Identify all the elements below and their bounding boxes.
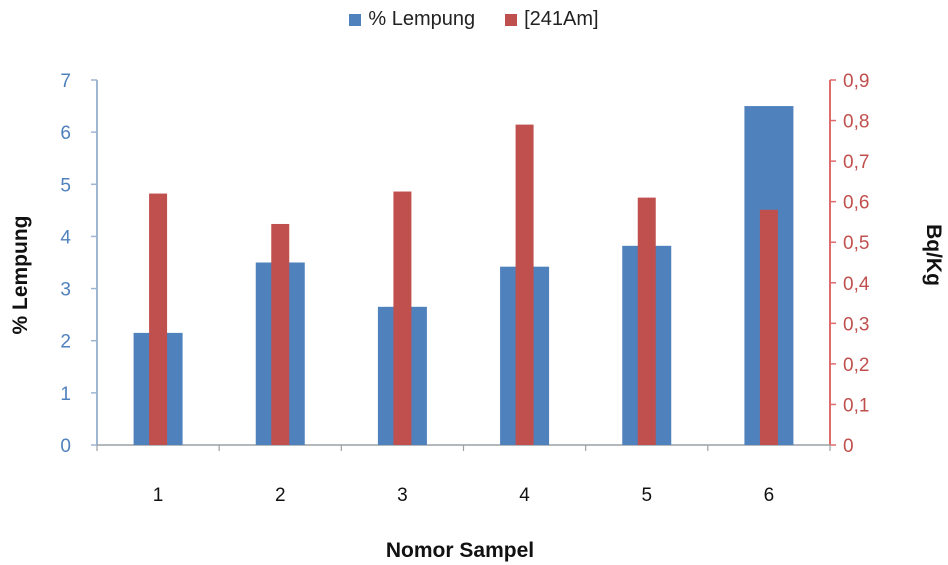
y-axis-title-left: % Lempung (9, 216, 32, 335)
legend-swatch-lempung (349, 13, 362, 26)
x-tick-label: 5 (641, 485, 652, 506)
bar-americium (149, 193, 168, 445)
y-tick-left-label: 1 (60, 384, 71, 405)
y-tick-right-label: 0 (843, 436, 854, 457)
legend-swatch-americium (505, 13, 518, 26)
y-tick-left-label: 5 (60, 175, 71, 196)
legend-label-lempung: % Lempung (368, 8, 476, 30)
x-tick-label: 3 (397, 485, 408, 506)
y-tick-left-label: 7 (60, 71, 71, 92)
legend: % Lempung [241Am] (0, 8, 948, 31)
y-tick-left-label: 2 (60, 332, 71, 353)
y-tick-left-label: 0 (60, 436, 71, 457)
bar-americium (393, 191, 412, 445)
y-tick-right-label: 0,8 (843, 112, 869, 133)
y-tick-left-label: 3 (60, 280, 71, 301)
y-tick-right-label: 0,2 (843, 355, 869, 376)
x-axis-title: Nomor Sampel (386, 539, 534, 562)
y-tick-left-label: 4 (60, 227, 71, 248)
y-tick-right-label: 0,9 (843, 71, 869, 92)
y-tick-right-label: 0,4 (843, 274, 870, 295)
y-tick-right-label: 0,5 (843, 233, 869, 254)
legend-label-americium: [241Am] (524, 8, 599, 30)
legend-item-americium: [241Am] (505, 8, 599, 31)
x-tick-label: 1 (153, 485, 164, 506)
y-tick-right-label: 0,1 (843, 395, 869, 416)
y-axis-title-right: Bq/Kg (922, 224, 945, 286)
legend-item-lempung: % Lempung (349, 8, 475, 31)
x-tick-label: 6 (764, 485, 775, 506)
y-tick-right-label: 0,6 (843, 193, 869, 214)
bar-americium (637, 197, 656, 445)
bar-americium (515, 124, 534, 445)
x-tick-label: 4 (519, 485, 530, 506)
bar-americium (271, 223, 290, 445)
y-tick-right-label: 0,7 (843, 152, 869, 173)
y-tick-right-label: 0,3 (843, 314, 869, 335)
x-tick-label: 2 (275, 485, 286, 506)
y-tick-left-label: 6 (60, 123, 71, 144)
bar-americium (759, 209, 778, 445)
